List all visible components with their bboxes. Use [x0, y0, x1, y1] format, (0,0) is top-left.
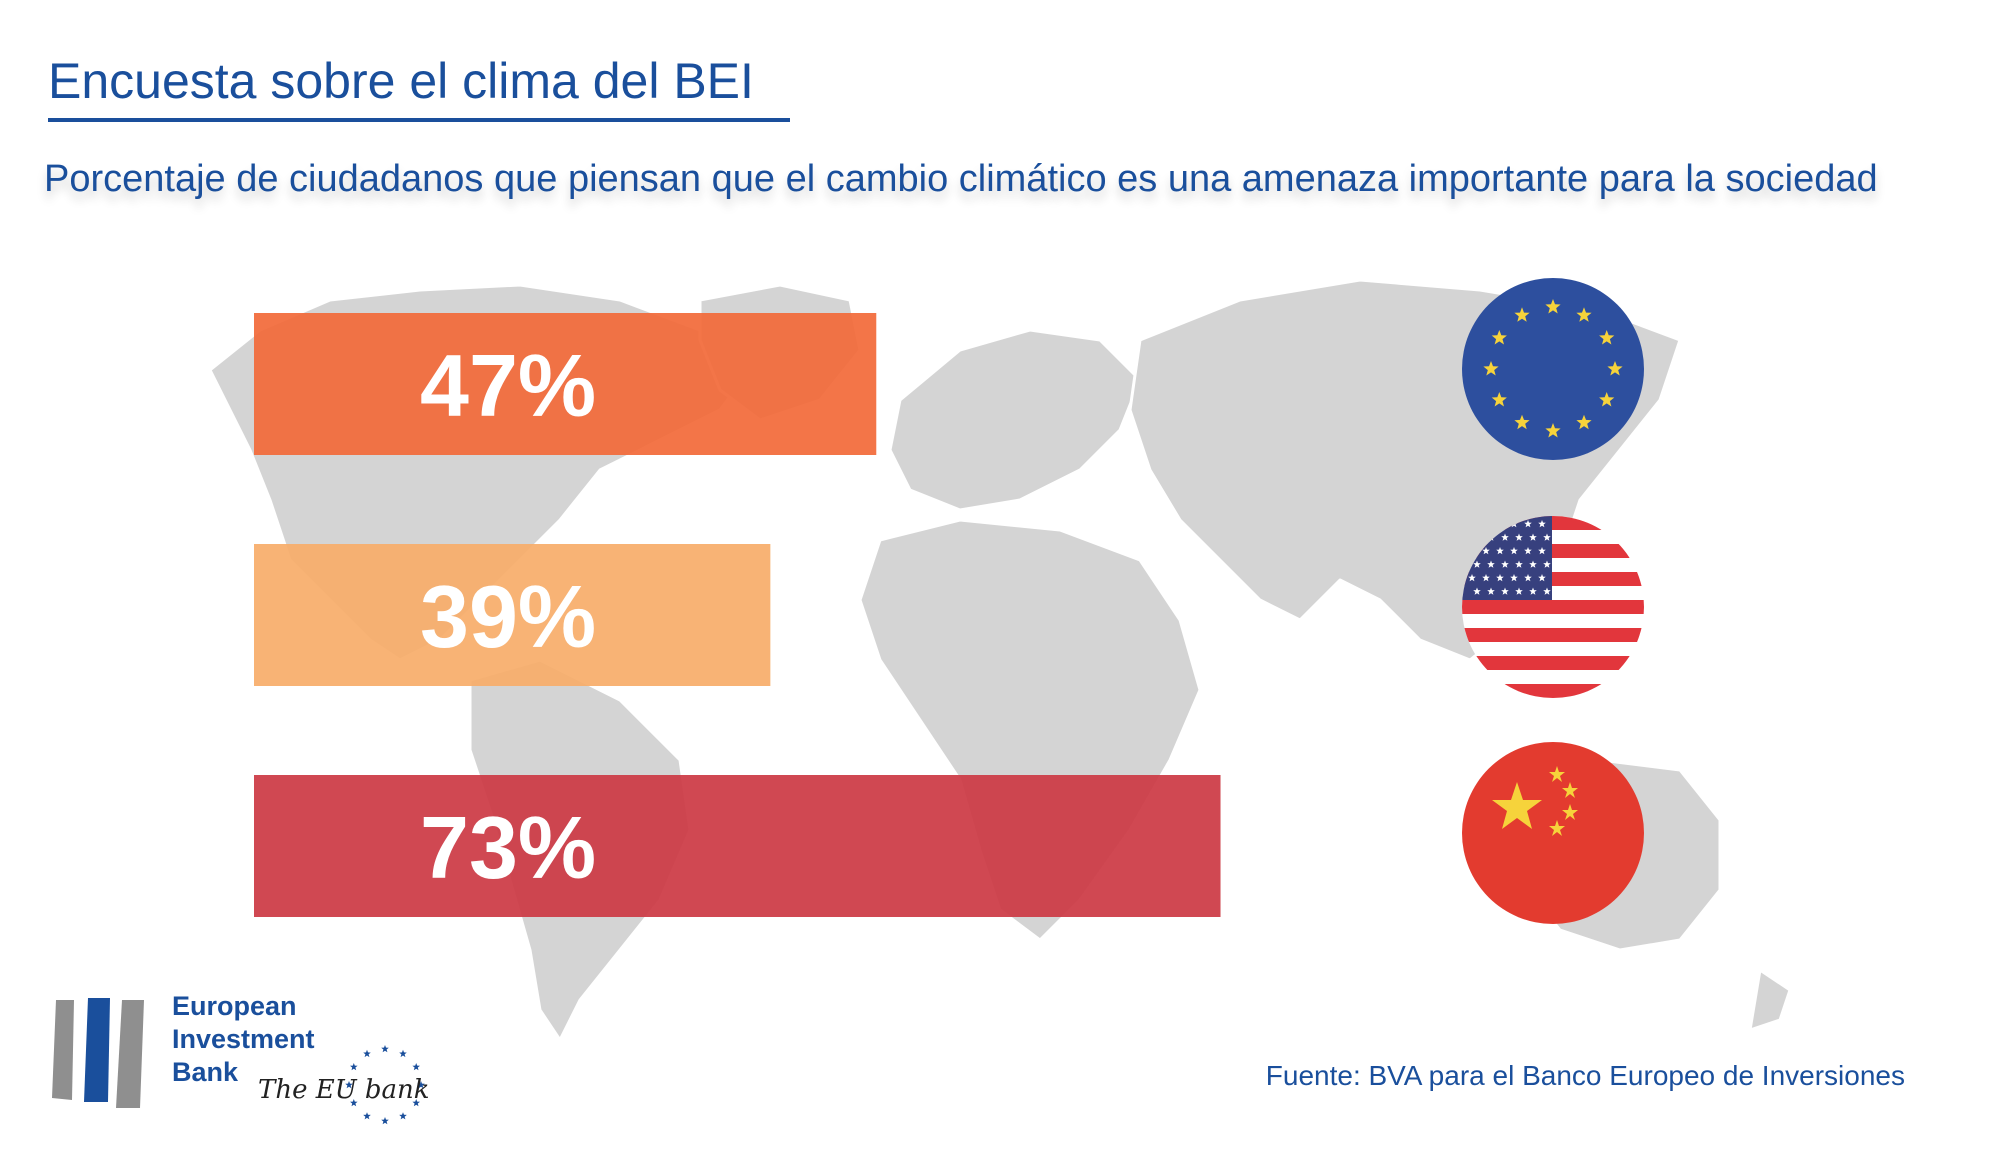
logo-line-2: Investment [172, 1024, 315, 1054]
source-note: Fuente: BVA para el Banco Europeo de Inv… [1265, 1060, 1905, 1091]
bar-eu [254, 313, 877, 455]
us-flag-icon [1462, 516, 1644, 698]
bar-value-label: 47% [420, 336, 596, 435]
bar-china [254, 775, 1221, 917]
bar-us [254, 544, 771, 686]
map-new-zealand [1748, 968, 1792, 1032]
bar-value-label: 39% [420, 567, 596, 666]
chart-subtitle: Porcentaje de ciudadanos que piensan que… [44, 158, 1878, 200]
eib-tagline: The EU bank [258, 1075, 430, 1105]
logo-line-3: Bank [172, 1057, 239, 1087]
eib-logo-icon [52, 998, 144, 1108]
bar-value-label: 73% [420, 798, 596, 897]
china-flag-icon [1462, 742, 1644, 924]
logo-line-1: European [172, 991, 297, 1021]
eu-stars-ring-icon [345, 1045, 425, 1125]
map-europe [888, 328, 1142, 512]
title-underline [48, 118, 790, 122]
eu-flag-icon [1462, 278, 1644, 460]
eib-logo-text: European Investment Bank [172, 990, 315, 1089]
chart-title: Encuesta sobre el clima del BEI [48, 53, 754, 109]
